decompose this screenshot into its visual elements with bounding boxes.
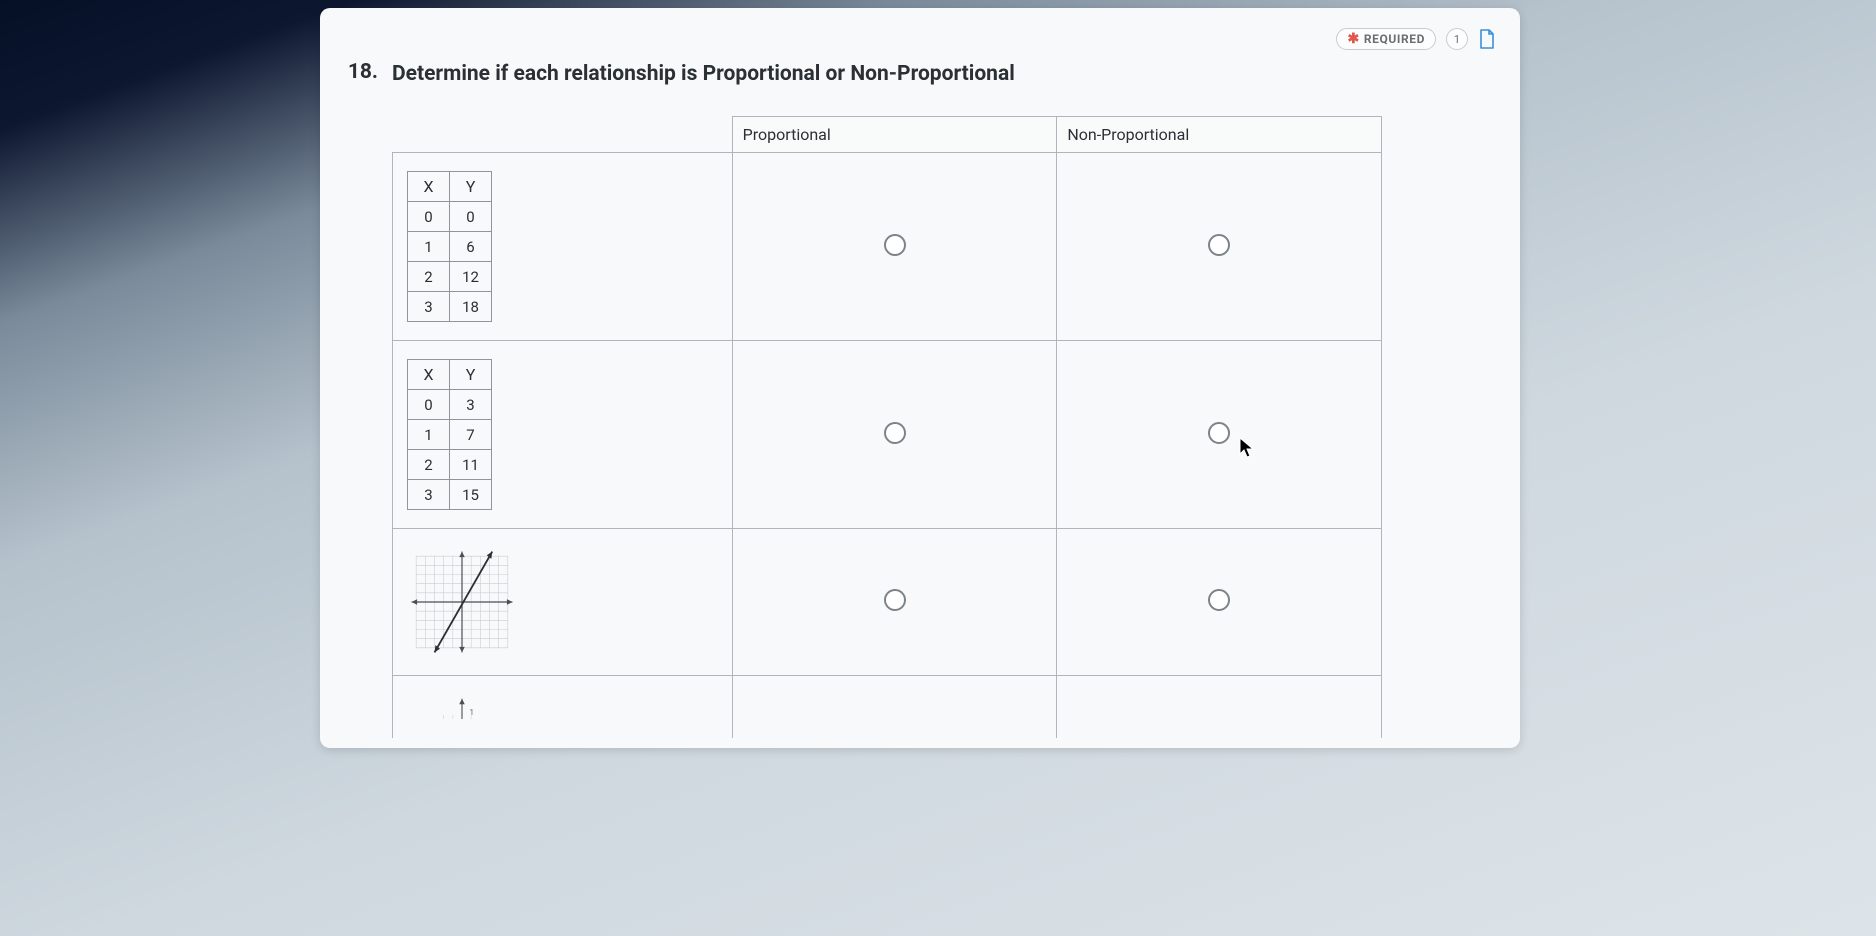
asterisk-icon: ✱ [1347, 32, 1359, 46]
choice-cell-nonproportional [1057, 529, 1382, 676]
xy-cell: 0 [408, 202, 450, 232]
xy-cell: 6 [450, 232, 492, 262]
choice-cell-proportional [732, 529, 1057, 676]
answer-grid: Proportional Non-Proportional XY 00 16 2… [392, 116, 1382, 738]
question-header-row: ✱ REQUIRED 1 [344, 28, 1496, 50]
choice-cell-proportional [732, 341, 1057, 529]
prompt-cell [393, 529, 733, 676]
required-label: REQUIRED [1364, 32, 1425, 46]
xy-cell: 12 [450, 262, 492, 292]
radio-nonproportional[interactable] [1208, 589, 1230, 611]
prompt-cell: XY 00 16 212 318 [393, 153, 733, 341]
choice-cell-proportional [732, 153, 1057, 341]
graph-thumbnail-partial: 1 [407, 694, 517, 720]
answer-row: XY 00 16 212 318 [393, 153, 1382, 341]
question-prompt-row: 18. Determine if each relationship is Pr… [344, 60, 1496, 88]
column-header-nonproportional: Non-Proportional [1057, 117, 1382, 153]
choice-cell-nonproportional [1057, 153, 1382, 341]
answer-rows: XY 00 16 212 318 [393, 153, 1382, 739]
xy-cell: 18 [450, 292, 492, 322]
choice-cell-nonproportional [1057, 676, 1382, 739]
graph-thumbnail [407, 547, 517, 657]
xy-cell: 3 [408, 292, 450, 322]
required-badge: ✱ REQUIRED [1336, 28, 1436, 50]
prompt-cell: XY 03 17 211 315 [393, 341, 733, 529]
answer-row: 1 [393, 676, 1382, 739]
xy-cell: 3 [450, 390, 492, 420]
xy-cell: 15 [450, 480, 492, 510]
radio-proportional[interactable] [884, 234, 906, 256]
xy-cell: 2 [408, 262, 450, 292]
xy-x-label: X [408, 172, 450, 202]
xy-cell: 1 [408, 420, 450, 450]
blank-header [393, 117, 733, 153]
xy-cell: 11 [450, 450, 492, 480]
cursor-icon [1239, 437, 1255, 459]
xy-cell: 2 [408, 450, 450, 480]
xy-cell: 0 [450, 202, 492, 232]
answer-row: XY 03 17 211 315 [393, 341, 1382, 529]
xy-cell: 0 [408, 390, 450, 420]
column-header-proportional: Proportional [732, 117, 1057, 153]
xy-cell: 7 [450, 420, 492, 450]
xy-x-label: X [408, 360, 450, 390]
xy-y-label: Y [450, 360, 492, 390]
answer-row [393, 529, 1382, 676]
xy-cell: 1 [408, 232, 450, 262]
xy-table: XY 03 17 211 315 [407, 359, 492, 510]
prompt-cell: 1 [393, 676, 733, 739]
page-icon [1478, 29, 1496, 49]
radio-proportional[interactable] [884, 422, 906, 444]
choice-cell-nonproportional [1057, 341, 1382, 529]
attempt-count-badge: 1 [1446, 28, 1468, 50]
radio-nonproportional[interactable] [1208, 422, 1230, 444]
choice-cell-proportional [732, 676, 1057, 739]
xy-y-label: Y [450, 172, 492, 202]
radio-proportional[interactable] [884, 589, 906, 611]
question-text: Determine if each relationship is Propor… [392, 60, 1015, 88]
xy-cell: 3 [408, 480, 450, 510]
xy-table: XY 00 16 212 318 [407, 171, 492, 322]
question-number: 18. [344, 60, 378, 84]
question-card: ✱ REQUIRED 1 18. Determine if each relat… [320, 8, 1520, 748]
svg-text:1: 1 [469, 709, 474, 719]
radio-nonproportional[interactable] [1208, 234, 1230, 256]
